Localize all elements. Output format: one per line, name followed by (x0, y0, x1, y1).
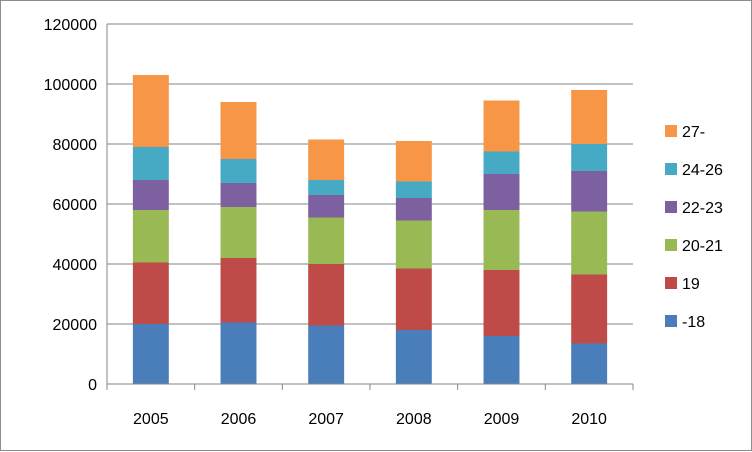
x-tick-label: 2005 (133, 411, 169, 428)
y-tick-label: 20000 (53, 317, 98, 334)
bar-segment-2006-24-26 (220, 159, 257, 183)
y-tick-label: 100000 (44, 77, 97, 94)
bar-segment-2009--18 (483, 336, 520, 384)
bars (132, 75, 608, 384)
x-axis-tick-labels: 2005 2006 2007 2008 2009 2010 (133, 411, 607, 428)
bar-segment-2009-20-21 (483, 210, 520, 270)
legend-label: 27- (682, 124, 705, 141)
legend-swatch-27- (665, 125, 677, 137)
bar-segment-2008-24-26 (395, 181, 432, 198)
bar-segment-2009-22-23 (483, 174, 520, 210)
bar-segment-2010-19 (571, 274, 608, 344)
bar-segment-2007-22-23 (308, 195, 345, 218)
bar-segment-2006-22-23 (220, 183, 257, 207)
bar-segment-2007-20-21 (308, 217, 345, 264)
legend-swatch-20-21 (665, 239, 677, 251)
bar-segment-2010-22-23 (571, 171, 608, 212)
bar-segment-2007-24-26 (308, 180, 345, 195)
bar-segment-2008-27- (395, 141, 432, 182)
axes (106, 24, 634, 390)
bar-segment-2006--18 (220, 322, 257, 384)
y-axis-tick-labels: 0 20000 40000 60000 80000 100000 120000 (44, 17, 97, 394)
bar-segment-2009-19 (483, 270, 520, 336)
bar-segment-2006-27- (220, 102, 257, 159)
x-tick-label: 2008 (396, 411, 432, 428)
bar-segment-2005-27- (132, 75, 169, 147)
x-tick-label: 2006 (221, 411, 257, 428)
bar-segment-2010-20-21 (571, 211, 608, 275)
legend-label: 24-26 (682, 162, 723, 179)
bar-segment-2010--18 (571, 343, 608, 384)
y-tick-label: 60000 (53, 197, 98, 214)
y-tick-label: 0 (88, 377, 97, 394)
bar-segment-2005-22-23 (132, 180, 169, 210)
gridlines (107, 23, 633, 325)
bar-segment-2010-27- (571, 90, 608, 144)
bar-segment-2009-27- (483, 100, 520, 152)
legend-swatch-24-26 (665, 163, 677, 175)
y-tick-label: 40000 (53, 257, 98, 274)
bar-segment-2006-19 (220, 258, 257, 323)
bar-segment-2008--18 (395, 330, 432, 384)
legend-label: 19 (682, 276, 700, 293)
bar-segment-2009-24-26 (483, 151, 520, 174)
x-tick-label: 2010 (571, 411, 607, 428)
bar-segment-2008-19 (395, 268, 432, 330)
y-tick-label: 80000 (53, 137, 98, 154)
legend-label: 22-23 (682, 200, 723, 217)
bar-segment-2008-22-23 (395, 198, 432, 221)
bar-segment-2008-20-21 (395, 220, 432, 269)
bar-segment-2005-24-26 (132, 147, 169, 180)
legend-swatch-22-23 (665, 201, 677, 213)
legend-label: -18 (682, 314, 705, 331)
bar-segment-2007-27- (308, 139, 345, 180)
bar-segment-2006-20-21 (220, 207, 257, 258)
legend-swatch--18 (665, 315, 677, 327)
legend-swatch-19 (665, 277, 677, 289)
bar-segment-2010-24-26 (571, 144, 608, 171)
y-tick-label: 120000 (44, 17, 97, 34)
bar-segment-2005-19 (132, 262, 169, 324)
x-tick-label: 2007 (308, 411, 344, 428)
legend-label: 20-21 (682, 238, 723, 255)
x-tick-label: 2009 (484, 411, 520, 428)
bar-segment-2005--18 (132, 324, 169, 384)
bar-segment-2005-20-21 (132, 210, 169, 263)
bar-segment-2007-19 (308, 264, 345, 326)
legend: 27- 24-26 22-23 20-21 19 -18 (665, 124, 723, 331)
bar-segment-2007--18 (308, 325, 345, 384)
